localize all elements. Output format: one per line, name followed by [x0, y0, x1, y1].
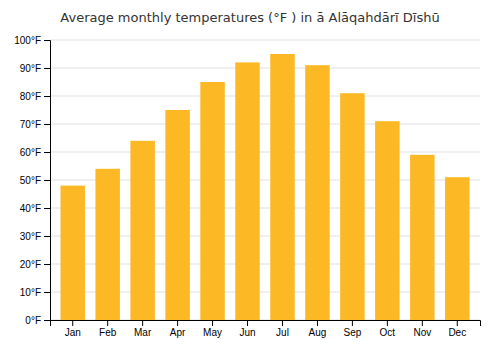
tick: Sep: [343, 320, 361, 338]
tick: Jan: [65, 320, 81, 338]
tick-label: Jan: [65, 327, 81, 338]
grid-line: [50, 124, 480, 125]
tick-mark: [142, 320, 143, 326]
tick: Jun: [239, 320, 255, 338]
tick-label: Mar: [134, 327, 152, 338]
bar: [375, 121, 399, 320]
tick-label: Nov: [413, 327, 431, 338]
tick-label: Feb: [99, 327, 117, 338]
tick: Mar: [134, 320, 152, 338]
tick-label: 20°F: [20, 259, 41, 270]
tick-mark: [212, 320, 213, 326]
title: Average monthly temperatures (°F ) in ā …: [60, 10, 439, 25]
tick-label: 30°F: [20, 231, 41, 242]
tick-mark: [44, 236, 50, 237]
tick-label: 0°F: [25, 315, 41, 326]
tick-label: Aug: [309, 327, 327, 338]
bar: [60, 186, 84, 320]
bar: [410, 155, 434, 320]
bar: [270, 54, 294, 320]
tick-mark: [282, 320, 283, 326]
tick: Oct: [380, 320, 396, 338]
tick-mark: [44, 96, 50, 97]
tick: 70°F: [20, 119, 50, 130]
tick-mark: [352, 320, 353, 326]
tick-label: 80°F: [20, 91, 41, 102]
grid-line: [50, 40, 480, 41]
tick-label: 100°F: [14, 35, 41, 46]
x-axis: Jan Feb Mar Apr May Jun Jul Aug Sep Oct Nov Dec: [51, 320, 481, 338]
tick-label: 10°F: [20, 287, 41, 298]
tick: Jul: [276, 320, 289, 338]
chart: Average monthly temperatures (°F ) in ā …: [0, 0, 500, 350]
axis-line: [51, 321, 481, 327]
grid-line: [50, 68, 480, 69]
tick: Nov: [413, 320, 431, 338]
grid: [50, 40, 480, 320]
tick-label: 60°F: [20, 147, 41, 158]
tick-mark: [44, 152, 50, 153]
tick: 30°F: [20, 231, 50, 242]
bar: [165, 110, 189, 320]
tick-mark: [177, 320, 178, 326]
tick-mark: [44, 320, 50, 321]
tick: 20°F: [20, 259, 50, 270]
tick-mark: [422, 320, 423, 326]
tick-mark: [107, 320, 108, 326]
tick-mark: [387, 320, 388, 326]
tick: 90°F: [20, 63, 50, 74]
tick: Feb: [99, 320, 117, 338]
bar: [130, 141, 154, 320]
tick: 60°F: [20, 147, 50, 158]
tick: Apr: [170, 320, 186, 338]
tick-label: Apr: [170, 327, 186, 338]
tick-mark: [44, 68, 50, 69]
tick-label: May: [203, 327, 222, 338]
bar: [445, 177, 469, 320]
tick-label: Dec: [448, 327, 466, 338]
tick: Dec: [448, 320, 466, 338]
tick-mark: [317, 320, 318, 326]
tick: 80°F: [20, 91, 50, 102]
tick-mark: [247, 320, 248, 326]
y-axis: 0°F 10°F 20°F 30°F 40°F 50°F 60°F 70°F 80°F 90°F 1…: [14, 35, 50, 326]
tick-label: 90°F: [20, 63, 41, 74]
tick: 0°F: [25, 315, 50, 326]
tick: 50°F: [20, 175, 50, 186]
tick-label: Sep: [343, 327, 361, 338]
axis-line: [44, 41, 51, 321]
tick-label: 50°F: [20, 175, 41, 186]
tick-mark: [44, 40, 50, 41]
tick-mark: [457, 320, 458, 326]
bar: [200, 82, 224, 320]
plot: Jan Feb Mar Apr May Jun Jul Aug Sep Oct Nov Dec 0°F 1…: [14, 35, 480, 338]
bar: [95, 169, 119, 320]
tick: 10°F: [20, 287, 50, 298]
tick: May: [203, 320, 222, 338]
tick-label: Jun: [239, 327, 255, 338]
tick-mark: [44, 124, 50, 125]
bar: [305, 65, 329, 320]
tick-mark: [44, 264, 50, 265]
grid-line: [50, 152, 480, 153]
tick-label: 40°F: [20, 203, 41, 214]
tick-mark: [44, 180, 50, 181]
tick-mark: [44, 292, 50, 293]
bars: [60, 54, 469, 320]
bar: [235, 62, 259, 320]
tick: 40°F: [20, 203, 50, 214]
tick-label: Jul: [276, 327, 289, 338]
tick-label: 70°F: [20, 119, 41, 130]
tick: Aug: [309, 320, 327, 338]
tick-mark: [44, 208, 50, 209]
bar: [340, 93, 364, 320]
tick-label: Oct: [380, 327, 396, 338]
tick: 100°F: [14, 35, 50, 46]
grid-line: [50, 96, 480, 97]
tick-mark: [72, 320, 73, 326]
